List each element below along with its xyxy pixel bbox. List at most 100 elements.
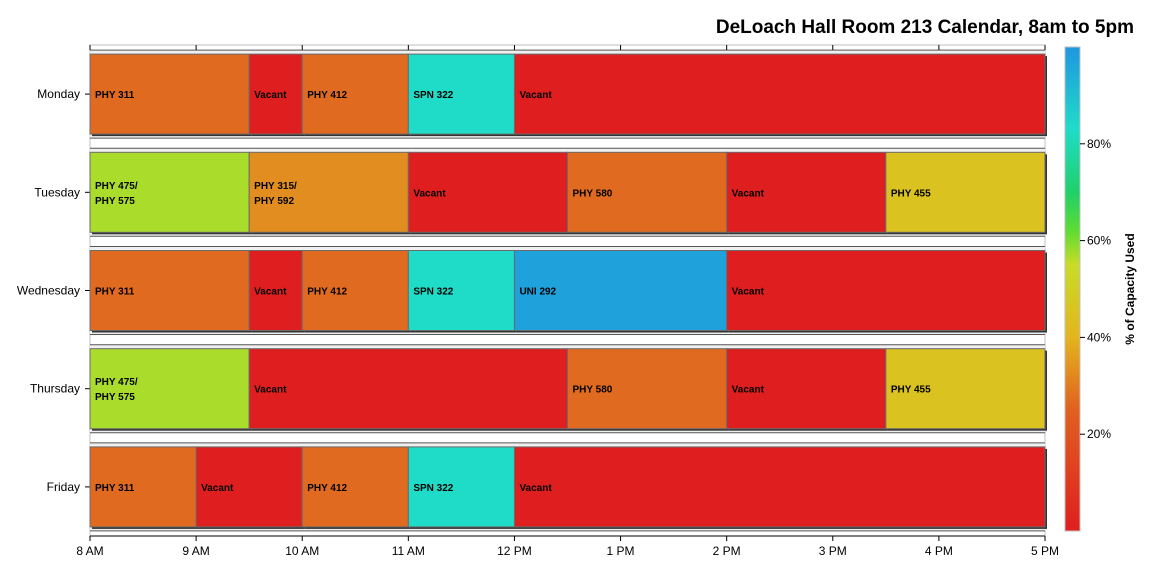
segment-label: PHY 311 [95, 287, 135, 298]
segment-label: PHY 412 [307, 90, 347, 101]
schedule-segment: PHY 455 [885, 348, 1047, 431]
day-axis: Monday Tuesday Wednesday Thursday Friday [17, 87, 90, 494]
schedule-segment: Vacant [726, 348, 888, 431]
schedule-segment: Vacant [407, 151, 570, 235]
schedule-segment: SPN 322 [407, 250, 517, 333]
schedule-segment: Vacant [248, 53, 305, 137]
x-tick-label: 4 PM [925, 544, 953, 558]
segment-label: PHY 315/ [254, 181, 297, 192]
day-label: Thursday [30, 382, 80, 396]
segment-label: PHY 475/ [95, 377, 138, 388]
schedule-segment: UNI 292 [513, 250, 729, 333]
segment-bar [301, 53, 409, 135]
segment-label: Vacant [732, 287, 765, 298]
segment-bar [89, 151, 250, 233]
day-label: Monday [37, 87, 80, 101]
segment-bar [407, 151, 569, 233]
time-axis: 8 AM 9 AM 10 AM 11 AM 12 PM 1 PM 2 PM 3 PM 4 PM 5… [76, 45, 1059, 558]
schedule-segment: Vacant [248, 250, 305, 333]
segment-bar [89, 53, 250, 135]
schedule-segment: PHY 475/PHY 575 [89, 348, 252, 431]
segment-bar [726, 348, 887, 430]
segment-label: UNI 292 [519, 287, 556, 298]
schedule-segment: Vacant [513, 446, 1047, 529]
schedule-segment: PHY 311 [89, 446, 199, 529]
segment-bar [885, 151, 1046, 233]
segment-label: Vacant [201, 483, 234, 494]
segment-bar [301, 250, 409, 331]
schedule-segment: Vacant [513, 53, 1047, 137]
segment-label: SPN 322 [413, 90, 453, 101]
schedule-segment: PHY 580 [567, 151, 729, 235]
colorbar-gradient [1064, 46, 1081, 532]
segment-label: Vacant [413, 188, 446, 199]
segment-bar [248, 250, 303, 331]
x-tick-label: 11 AM [392, 544, 425, 558]
segment-label: Vacant [254, 90, 287, 101]
segment-label: PHY 580 [573, 385, 613, 396]
colorbar-title: % of Capacity Used [1123, 233, 1137, 344]
segment-bar [195, 446, 303, 528]
segment-bar [513, 53, 1046, 135]
schedule-segment: PHY 315/PHY 592 [248, 151, 411, 235]
schedule-segment: SPN 322 [407, 53, 517, 137]
schedule-segment: PHY 311 [89, 53, 252, 137]
segment-label: PHY 412 [307, 483, 347, 494]
segment-bar [89, 250, 250, 331]
day-label: Friday [47, 480, 80, 494]
x-tick-label: 12 PM [497, 544, 532, 558]
segment-label: PHY 575 [95, 196, 135, 207]
day-label: Wednesday [17, 284, 80, 298]
segment-bar [248, 151, 409, 233]
segment-label: Vacant [519, 483, 552, 494]
segment-bar [407, 446, 515, 528]
x-tick-label: 8 AM [76, 544, 103, 558]
segment-bar [567, 348, 728, 430]
x-tick-label: 9 AM [182, 544, 209, 558]
colorbar-tick-label: 20% [1087, 427, 1111, 441]
x-tick-label: 5 PM [1031, 544, 1059, 558]
segment-label: PHY 412 [307, 287, 347, 298]
segment-label: Vacant [732, 385, 765, 396]
schedule-segment: PHY 412 [301, 53, 411, 137]
segment-label: SPN 322 [413, 287, 453, 298]
segment-bar [726, 250, 1046, 331]
schedule-segment: PHY 455 [885, 151, 1047, 235]
segment-bar [248, 348, 569, 430]
x-tick-label: 1 PM [607, 544, 635, 558]
segment-label: PHY 575 [95, 392, 135, 403]
segment-label: PHY 580 [573, 188, 613, 199]
x-tick-label: 10 AM [285, 544, 319, 558]
segment-label: PHY 455 [891, 188, 931, 199]
segment-label: PHY 311 [95, 483, 135, 494]
schedule-segment: PHY 311 [89, 250, 252, 333]
schedule-segment: PHY 412 [301, 250, 411, 333]
schedule-segment: PHY 475/PHY 575 [89, 151, 252, 235]
segment-label: PHY 475/ [95, 181, 138, 192]
segment-label: SPN 322 [413, 483, 453, 494]
segment-label: Vacant [254, 287, 287, 298]
chart-title: DeLoach Hall Room 213 Calendar, 8am to 5… [716, 17, 1134, 38]
segment-bar [248, 53, 303, 135]
colorbar-tick-label: 80% [1087, 137, 1111, 151]
segment-label: Vacant [254, 385, 287, 396]
schedule-segment: SPN 322 [407, 446, 517, 529]
schedule-segment: Vacant [248, 348, 570, 431]
segment-bar [89, 348, 250, 430]
segment-label: Vacant [732, 188, 765, 199]
schedule-segment: PHY 580 [567, 348, 729, 431]
segment-label: PHY 455 [891, 385, 931, 396]
schedule-segment: Vacant [726, 250, 1047, 333]
segment-bar [513, 446, 1046, 528]
schedule-segment: Vacant [195, 446, 305, 529]
segment-bar [407, 250, 515, 331]
segment-bar [885, 348, 1046, 430]
schedule-segment: PHY 412 [301, 446, 411, 529]
schedule-segment: Vacant [726, 151, 888, 235]
segment-bar [89, 446, 197, 528]
segment-label: PHY 592 [254, 196, 294, 207]
segment-label: PHY 311 [95, 90, 135, 101]
segment-label: Vacant [519, 90, 552, 101]
